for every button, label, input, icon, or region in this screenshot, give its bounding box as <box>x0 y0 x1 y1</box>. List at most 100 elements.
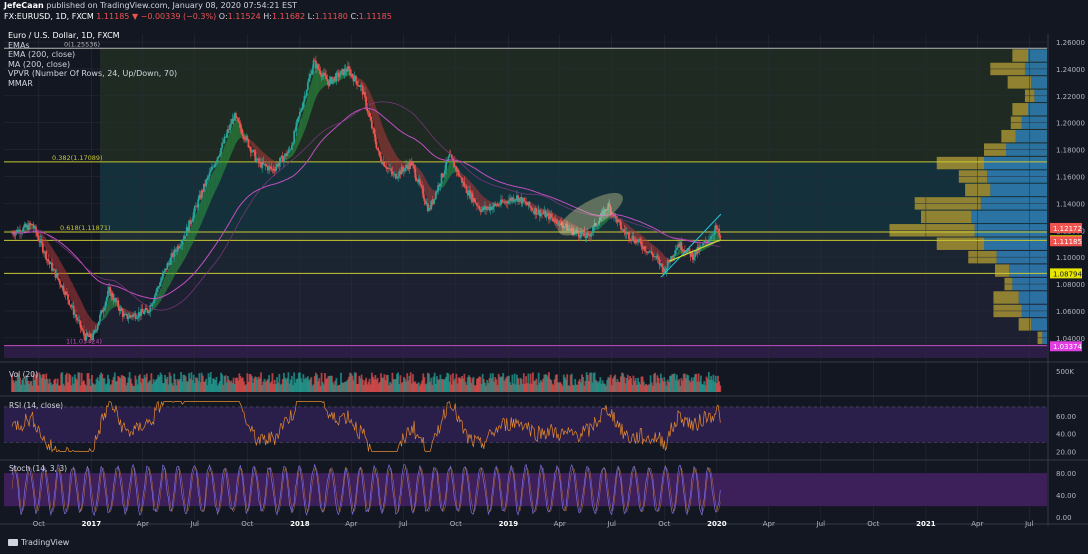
volume-bar <box>553 379 556 392</box>
ema-ribbon-segment <box>675 253 677 258</box>
candle-body <box>462 181 465 183</box>
legend-item-mmar[interactable]: MMAR <box>8 78 33 88</box>
ema-ribbon-segment <box>648 241 650 251</box>
candle-body <box>28 223 31 231</box>
candle-body <box>128 315 131 318</box>
candle-body <box>92 332 95 340</box>
tradingview-logo[interactable]: TradingView <box>8 538 69 547</box>
candle-body <box>536 213 539 215</box>
volume-bar <box>192 374 195 392</box>
candle-body <box>619 221 622 230</box>
candle-body <box>167 262 170 264</box>
candle-body <box>494 203 497 205</box>
ema-ribbon-segment <box>385 133 387 164</box>
author-name[interactable]: JefeCaan <box>4 1 44 10</box>
stoch-pane-label[interactable]: Stoch (14, 3, 3) <box>9 464 68 473</box>
volume-bar <box>176 379 179 392</box>
legend-item-ema200[interactable]: EMA (200, close) <box>8 50 76 60</box>
volume-bar <box>564 377 566 392</box>
volume-bar <box>38 372 41 392</box>
volume-bar <box>250 376 253 392</box>
legend-item-ma200[interactable]: MA (200, close) <box>8 59 71 69</box>
candle-body <box>508 200 510 204</box>
candle-body <box>155 292 157 296</box>
ema-ribbon-segment <box>86 311 88 333</box>
volume-bar <box>570 373 573 392</box>
volume-bar <box>362 385 365 392</box>
candle-body <box>183 235 186 240</box>
price-change: ▼ −0.00339 (−0.3%) <box>131 12 217 21</box>
candle-body <box>492 206 494 210</box>
volume-bar <box>137 375 140 392</box>
ema-ribbon-segment <box>286 156 288 161</box>
volume-bar <box>606 379 609 392</box>
candle-body <box>581 232 583 235</box>
volume-bar <box>643 385 646 392</box>
volume-bar <box>534 380 537 392</box>
candle-body <box>250 151 253 153</box>
volume-bar <box>143 374 146 392</box>
legend-item-emas[interactable]: EMAs <box>8 40 30 50</box>
volume-bar <box>334 380 337 392</box>
ema-ribbon-segment <box>450 159 452 176</box>
ema-ribbon-segment <box>256 145 258 156</box>
candle-body <box>322 72 325 75</box>
ema-ribbon-segment <box>106 301 108 316</box>
volume-bar <box>704 385 707 392</box>
volume-bar <box>336 385 339 392</box>
vpvr-row-down <box>1012 103 1029 116</box>
volume-bar <box>562 374 565 392</box>
ema-ribbon-segment <box>427 183 429 204</box>
volume-bar <box>454 378 457 392</box>
ema-ribbon-segment <box>679 247 681 255</box>
volume-bar <box>174 379 177 392</box>
volume-bar <box>203 381 205 392</box>
candle-body <box>231 118 234 124</box>
candle-body <box>590 233 593 237</box>
volume-bar <box>131 383 133 392</box>
volume-bar <box>689 382 692 392</box>
candle-body <box>113 298 116 302</box>
candle-body <box>570 228 573 231</box>
candle-body <box>116 300 118 302</box>
volume-bar <box>519 377 522 392</box>
candle-body <box>59 280 61 285</box>
volume-bar <box>180 372 182 392</box>
volume-bar <box>132 385 134 392</box>
candle-body <box>169 257 172 265</box>
volume-bar <box>64 374 67 392</box>
volume-bar <box>249 374 252 392</box>
candle-body <box>133 313 136 315</box>
candle-body <box>280 155 283 158</box>
volume-bar <box>235 377 237 392</box>
volume-bar <box>97 381 100 392</box>
volume-bar <box>31 385 34 392</box>
candle-body <box>174 249 177 252</box>
candle-body <box>173 249 176 258</box>
ema-ribbon-segment <box>392 148 394 172</box>
volume-pane-label[interactable]: Vol (20) <box>9 370 39 379</box>
rsi-pane-label[interactable]: RSI (14, close) <box>9 401 64 410</box>
volume-bar <box>522 373 525 392</box>
volume-bar <box>551 383 554 392</box>
candle-body <box>27 224 29 231</box>
volume-bar <box>184 376 187 392</box>
volume-bar <box>360 374 363 392</box>
volume-bar <box>44 379 47 392</box>
candle-body <box>199 194 202 199</box>
ema-ribbon-segment <box>109 297 111 312</box>
candle-body <box>502 201 505 203</box>
volume-bar <box>603 383 606 392</box>
legend-item-vpvr[interactable]: VPVR (Number Of Rows, 24, Up/Down, 70) <box>8 69 178 79</box>
candle-body <box>409 161 412 166</box>
ema-ribbon-segment <box>249 139 251 145</box>
candle-body <box>629 238 631 240</box>
candle-body <box>540 213 542 217</box>
volume-bar <box>614 374 617 392</box>
candle-body <box>276 164 278 168</box>
candle-body <box>618 220 621 222</box>
candle-body <box>367 111 370 113</box>
volume-bar <box>607 376 610 392</box>
candle-body <box>648 251 651 253</box>
